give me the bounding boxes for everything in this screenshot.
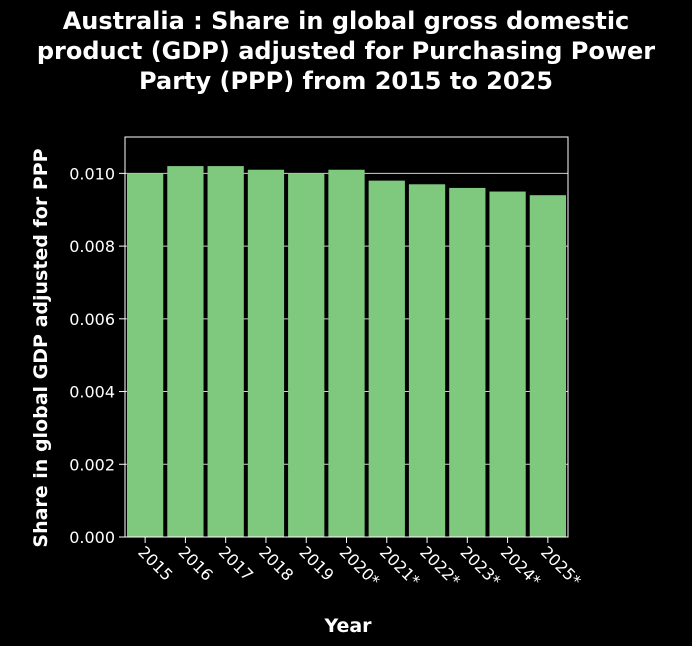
- x-tick-label: 2016: [175, 542, 217, 584]
- x-tick-label: 2020*: [336, 542, 384, 590]
- chart-title-line-2: product (GDP) adjusted for Purchasing Po…: [36, 37, 656, 65]
- bar: [167, 166, 204, 537]
- x-tick-label: 2024*: [497, 542, 545, 590]
- x-tick-label: 2025*: [537, 542, 585, 590]
- y-tick-label: 0.010: [69, 164, 115, 183]
- y-tick-label: 0.002: [69, 455, 115, 474]
- bar: [328, 169, 365, 537]
- bar: [529, 195, 566, 537]
- x-axis-label: Year: [323, 615, 372, 637]
- y-axis-label: Share in global GDP adjusted for PPP: [30, 148, 52, 547]
- y-tick-label: 0.004: [69, 383, 115, 402]
- y-tick-label: 0.006: [69, 310, 115, 329]
- x-tick-label: 2023*: [456, 542, 504, 590]
- chart-title-line-3: Party (PPP) from 2015 to 2025: [139, 67, 553, 95]
- x-tick-label: 2022*: [416, 542, 464, 590]
- bars: [127, 166, 566, 538]
- bar: [368, 180, 405, 538]
- y-tick-label: 0.000: [69, 528, 115, 547]
- bar: [489, 191, 526, 537]
- bar: [127, 173, 164, 537]
- bar: [449, 187, 486, 537]
- bar: [247, 169, 285, 537]
- x-tick-label: 2015: [134, 542, 176, 584]
- bar: [408, 184, 446, 538]
- x-tick-label: 2021*: [376, 542, 424, 590]
- bar: [207, 166, 244, 537]
- bar: [288, 173, 325, 537]
- x-tick-label: 2018: [255, 542, 297, 584]
- x-tick-label: 2017: [215, 542, 257, 584]
- chart-title-line-1: Australia : Share in global gross domest…: [62, 7, 630, 35]
- x-tick-label: 2019: [295, 542, 337, 584]
- y-tick-label: 0.008: [69, 237, 115, 256]
- chart-title: Australia : Share in global gross domest…: [0, 6, 692, 96]
